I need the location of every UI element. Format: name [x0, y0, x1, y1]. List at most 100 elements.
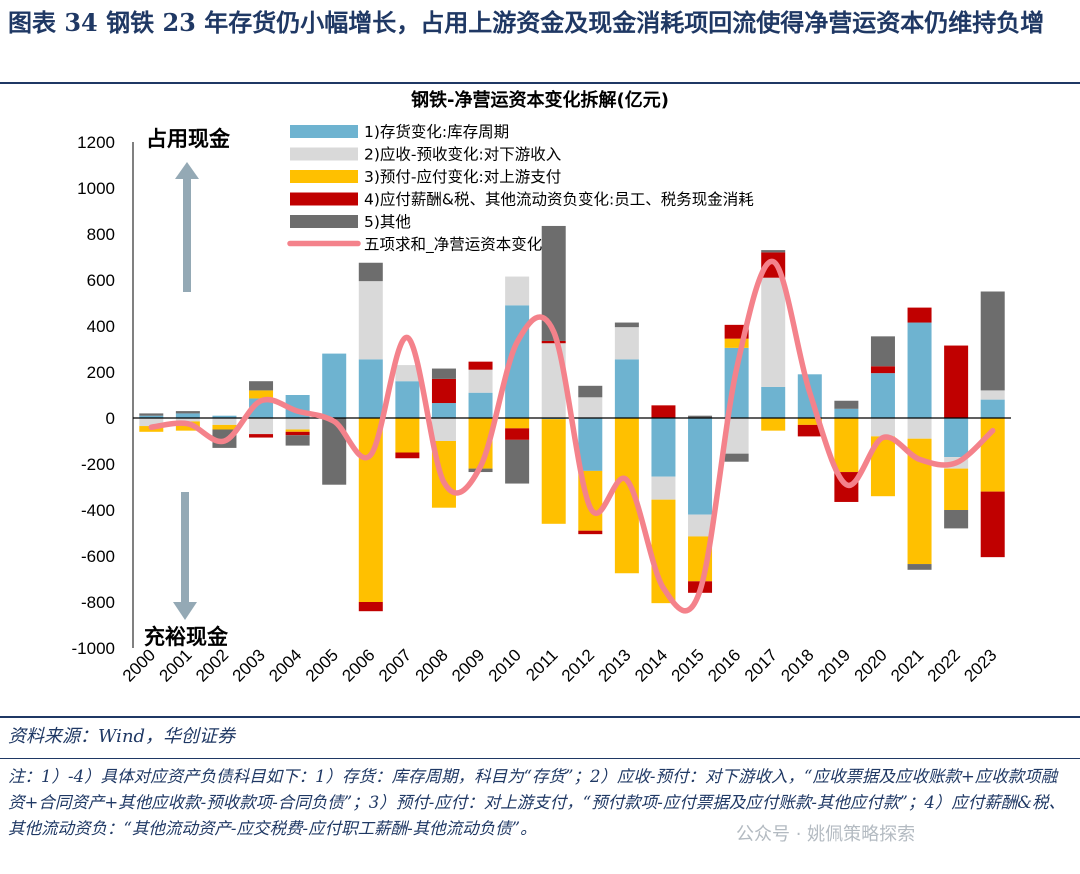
- bar-2018-s3: [797, 418, 822, 425]
- cash-arrows: [173, 162, 199, 620]
- x-tick-label: 2021: [887, 645, 927, 685]
- x-tick-label: 2009: [448, 645, 488, 685]
- bar-2004-s3: [285, 429, 310, 432]
- bar-2015-s5: [688, 415, 713, 418]
- bar-2017-s3: [761, 418, 786, 431]
- bar-2013-s2: [614, 327, 639, 360]
- bar-2006-s1: [358, 359, 383, 418]
- bar-2007-s4: [395, 452, 420, 459]
- bar-2016-s5: [724, 453, 749, 462]
- bar-2000-s1: [139, 415, 164, 418]
- annotation-top: 占用现金: [146, 126, 231, 151]
- legend-label: 4)应付薪酬&税、其他流动资负变化:员工、税务现金消耗: [364, 190, 754, 209]
- bar-2012-s5: [578, 385, 603, 398]
- bar-2023-s5: [980, 291, 1005, 391]
- bar-2002-s3: [212, 424, 237, 430]
- figure-title: 图表 34 钢铁 23 年存货仍小幅增长，占用上游资金及现金消耗项回流使得净营运…: [8, 8, 1045, 37]
- bar-2020-s1: [870, 373, 895, 418]
- legend-swatch: [290, 192, 358, 206]
- x-tick-label: 2015: [668, 645, 708, 685]
- bar-2007-s3: [395, 418, 420, 453]
- y-tick-label: -200: [81, 455, 115, 474]
- chart-title: 钢铁-净营运资本变化拆解(亿元): [411, 89, 669, 111]
- bar-2000-s2: [139, 418, 164, 427]
- arrow-down-shaft: [181, 492, 189, 602]
- y-tick-label: -800: [81, 593, 115, 612]
- bar-2021-s4: [907, 307, 932, 323]
- bar-2008-s2: [431, 418, 456, 441]
- bar-2019-s5: [834, 400, 859, 409]
- bar-2008-s1: [431, 403, 456, 418]
- y-tick-label: 400: [87, 317, 115, 336]
- bar-2004-s5: [285, 435, 310, 446]
- bar-2010-s2: [505, 276, 530, 306]
- bar-2009-s2: [468, 369, 493, 393]
- bar-2007-s1: [395, 381, 420, 418]
- x-tick-label: 2010: [485, 645, 525, 685]
- x-tick-label: 2008: [412, 645, 452, 685]
- bar-2011-s4: [541, 340, 566, 344]
- bar-2003-s3: [249, 390, 274, 399]
- bar-2021-s5: [907, 564, 932, 570]
- bar-2008-s5: [431, 368, 456, 379]
- bar-2001-s5: [175, 411, 200, 414]
- bar-2015-s2: [688, 514, 713, 537]
- x-tick-label: 2004: [265, 645, 305, 685]
- bar-2018-s4: [797, 424, 822, 437]
- legend-swatch: [290, 170, 358, 183]
- x-tick-label: 2007: [375, 645, 415, 685]
- bar-2004-s2: [285, 418, 310, 430]
- x-tick-label: 2022: [924, 645, 964, 685]
- bar-2020-s2: [870, 418, 895, 437]
- bar-2001-s1: [175, 413, 200, 418]
- arrow-up-shaft: [183, 179, 191, 292]
- bar-2019-s1: [834, 408, 859, 418]
- bar-2000-s5: [139, 413, 164, 416]
- bar-2013-s5: [614, 322, 639, 328]
- arrow-down-head: [173, 602, 197, 620]
- y-tick-label: 0: [106, 409, 115, 428]
- bar-2010-s4: [505, 428, 530, 440]
- bar-2008-s4: [431, 378, 456, 404]
- annotation-bottom: 充裕现金: [144, 624, 229, 649]
- bar-2022-s4: [944, 345, 969, 418]
- bar-2023-s2: [980, 390, 1005, 400]
- y-tick-label: 800: [87, 225, 115, 244]
- bar-2017-s2: [761, 277, 786, 387]
- bar-2003-s5: [249, 381, 274, 391]
- bar-2002-s1: [212, 415, 237, 418]
- x-tick-label: 2001: [156, 645, 196, 685]
- source-text: 资料来源：Wind，华创证券: [8, 726, 236, 747]
- legend-label: 3)预付-应付变化:对上游支付: [364, 167, 561, 186]
- legend-label: 1)存货变化:库存周期: [364, 123, 509, 141]
- x-tick-label: 2023: [960, 645, 1000, 685]
- bar-2015-s1: [688, 418, 713, 515]
- bar-2006-s4: [358, 602, 383, 612]
- x-tick-label: 2020: [851, 645, 891, 685]
- source-rule: [0, 716, 1080, 718]
- bar-2022-s3: [944, 468, 969, 510]
- bar-2003-s2: [249, 418, 274, 435]
- bar-2014-s1: [651, 418, 676, 477]
- legend-label: 五项求和_净营运资本变化: [364, 236, 542, 255]
- x-tick-label: 2017: [741, 645, 781, 685]
- bar-2020-s5: [870, 336, 895, 367]
- bar-2022-s5: [944, 510, 969, 529]
- x-tick-label: 2000: [119, 645, 159, 685]
- legend-label: 5)其他: [364, 213, 411, 231]
- legend-swatch: [290, 125, 358, 138]
- arrow-up-head: [175, 162, 199, 179]
- y-tick-label: -1000: [72, 639, 115, 658]
- x-tick-label: 2005: [302, 645, 342, 685]
- bar-2023-s4: [980, 491, 1005, 558]
- sum-line: [148, 258, 996, 614]
- bar-2012-s2: [578, 397, 603, 418]
- y-tick-label: 200: [87, 363, 115, 382]
- bar-2012-s4: [578, 530, 603, 535]
- bar-2014-s4: [651, 405, 676, 418]
- bar-2016-s3: [724, 338, 749, 348]
- bar-2007-s2: [395, 365, 420, 382]
- bar-2021-s2: [907, 418, 932, 439]
- bar-2006-s3: [358, 418, 383, 602]
- bar-2006-s5: [358, 262, 383, 282]
